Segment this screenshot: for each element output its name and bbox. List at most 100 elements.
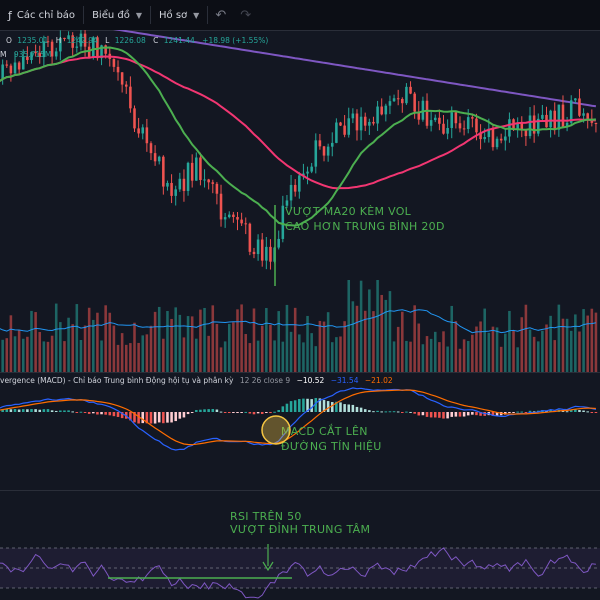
candle-body (34, 52, 37, 54)
macd-histogram-bar (277, 410, 280, 412)
macd-histogram-bar (100, 412, 103, 415)
volume-bar (438, 342, 441, 372)
volume-bar (248, 343, 252, 372)
candle-body (63, 37, 66, 40)
volume-bar (285, 304, 289, 372)
macd-histogram-bar (104, 412, 107, 415)
undo-icon[interactable]: ↶ (215, 7, 227, 23)
candle-body (504, 136, 507, 141)
candle-body (359, 116, 363, 131)
profile-menu[interactable]: Hồ sơ ▼ (151, 0, 207, 30)
volume-bar (413, 305, 416, 372)
candle-body (232, 214, 235, 218)
volume-bar (318, 320, 322, 372)
volume-bar (116, 344, 120, 372)
volume-bar (120, 333, 124, 372)
candle-body (310, 166, 313, 172)
macd-histogram-bar (475, 412, 478, 416)
candle-body (376, 106, 379, 124)
macd-histogram-bar (359, 407, 363, 412)
volume-bar (392, 341, 396, 372)
volume-bar (174, 307, 177, 372)
volume-bar (219, 347, 223, 372)
volume-bar (38, 332, 42, 372)
candle-body (586, 113, 589, 119)
redo-icon[interactable]: ↷ (240, 7, 252, 23)
macd-histogram-bar (326, 401, 330, 412)
macd-histogram-bar (59, 410, 62, 412)
candle-body (190, 162, 194, 181)
volume-bar (310, 333, 313, 372)
volume-bar (520, 317, 524, 372)
macd-histogram-bar (454, 412, 458, 417)
volume-bar (495, 327, 499, 372)
volume-bar (569, 330, 573, 372)
macd-histogram-bar (574, 409, 577, 412)
svg-text:M 935.715M: M 935.715M (0, 50, 51, 59)
macd-histogram-bar (178, 412, 182, 419)
chart-type-menu[interactable]: Biểu đồ ▼ (84, 0, 150, 30)
volume-bar (306, 315, 309, 372)
candle-body (256, 239, 260, 255)
candle-body (528, 115, 532, 137)
candle-body (318, 140, 322, 147)
macd-histogram-bar (46, 409, 50, 412)
volume-bar (549, 315, 552, 372)
macd-histogram-bar (561, 410, 565, 412)
macd-histogram-bar (310, 399, 313, 412)
candle-body (516, 123, 519, 130)
volume-bar (355, 305, 359, 372)
macd-histogram-bar (227, 412, 231, 413)
legend-high-value: 1242.94 (67, 36, 98, 45)
candle-body (302, 173, 305, 176)
macd-legend-histogram: −10.52 (297, 376, 325, 385)
macd-histogram-bar (149, 412, 153, 424)
macd-histogram-bar (306, 398, 309, 412)
macd-histogram-bar (479, 412, 482, 416)
candle-body (347, 118, 351, 135)
volume-bar (363, 310, 367, 372)
volume-bar (528, 329, 532, 372)
candle-body (129, 86, 132, 109)
candle-body (401, 98, 404, 104)
macd-histogram-bar (92, 412, 95, 414)
volume-bar (186, 316, 190, 372)
macd-histogram-bar (170, 412, 173, 423)
volume-average-line (0, 309, 597, 334)
macd-histogram-bar (240, 412, 243, 413)
macd-histogram-bar (339, 402, 342, 412)
price-pane (0, 30, 598, 270)
volume-pane (0, 280, 598, 372)
indicators-button[interactable]: ƒ Các chỉ báo (0, 0, 83, 30)
macd-histogram-bar (199, 409, 202, 412)
volume-bar (442, 331, 445, 372)
macd-histogram-bar (318, 398, 322, 412)
candle-body (59, 37, 62, 52)
candle-body (520, 123, 524, 130)
volume-bar (252, 308, 256, 372)
legend-low-value: 1226.08 (115, 36, 146, 45)
candle-body (446, 127, 449, 134)
macd-histogram-bar (512, 412, 515, 413)
macd-histogram-bar (112, 412, 116, 417)
macd-histogram-bar (594, 412, 598, 413)
ma200-line (113, 30, 597, 108)
candle-body (293, 184, 297, 192)
macd-histogram-bar (223, 412, 227, 413)
macd-histogram-bar (236, 412, 239, 413)
volume-bar (13, 336, 17, 372)
toolbar-divider (150, 6, 151, 24)
signal-line (0, 389, 596, 446)
chevron-down-icon: ▼ (135, 10, 142, 20)
candle-body (162, 156, 165, 187)
candle-body (211, 182, 215, 184)
candle-body (363, 116, 367, 126)
volume-bar (240, 304, 243, 372)
volume-bar (405, 340, 408, 372)
candle-body (50, 41, 54, 57)
macd-histogram-bar (458, 412, 462, 417)
chart-canvas[interactable]: O 1235.01 H 1242.94 L 1226.08 C 1241.44 … (0, 30, 600, 600)
macd-histogram-bar (380, 411, 383, 413)
macd-histogram-bar (26, 409, 29, 412)
macd-histogram-bar (252, 412, 256, 415)
